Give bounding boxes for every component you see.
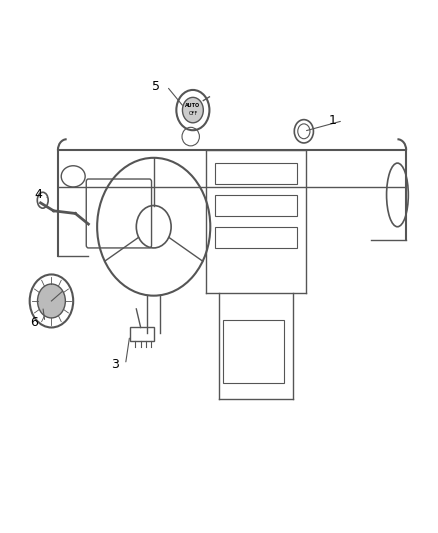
Bar bbox=[215, 195, 297, 216]
Bar bbox=[130, 327, 154, 341]
Text: 4: 4 bbox=[35, 189, 42, 201]
Bar bbox=[215, 163, 297, 184]
Text: 5: 5 bbox=[152, 80, 160, 93]
Circle shape bbox=[183, 98, 203, 123]
Text: OFF: OFF bbox=[188, 111, 198, 116]
Text: 1: 1 bbox=[328, 114, 336, 127]
Text: AUTO: AUTO bbox=[185, 103, 201, 108]
Bar bbox=[215, 227, 297, 248]
Circle shape bbox=[38, 284, 65, 318]
Text: 6: 6 bbox=[30, 316, 38, 329]
Text: 3: 3 bbox=[111, 358, 119, 371]
Bar bbox=[223, 319, 284, 383]
